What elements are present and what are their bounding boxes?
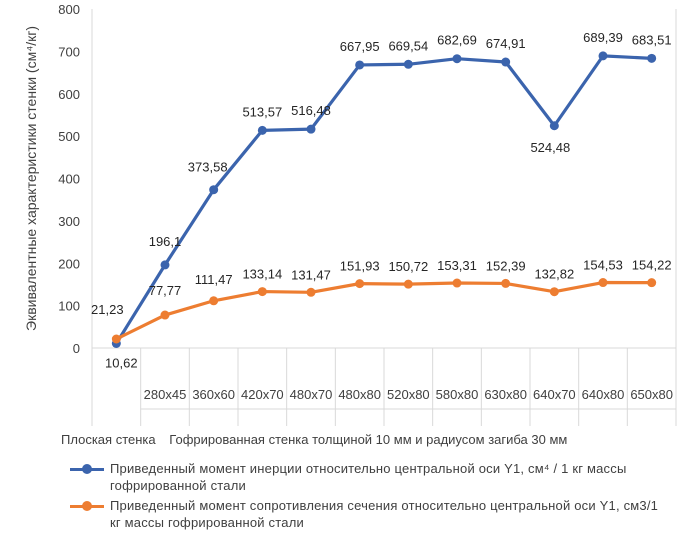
data-label-inertia: 683,51 [632,32,672,47]
x-tick-label: 650x80 [630,387,673,402]
data-point-section-modulus [209,296,219,306]
data-label-section-modulus: 21,23 [91,302,124,317]
series-line-inertia [114,54,652,345]
group-label-corrugated: Гофрированная стенка толщиной 10 мм и ра… [169,432,567,447]
legend: Приведенный момент инерции относительно … [70,460,670,534]
x-tick-label: 640x80 [582,387,625,402]
data-point-section-modulus [549,287,559,297]
data-point-section-modulus [501,278,511,288]
data-label-section-modulus: 77,77 [149,283,182,298]
data-point-section-modulus [160,310,170,320]
y-tick-label: 200 [58,256,80,271]
data-label-section-modulus: 150,72 [388,259,428,274]
legend-label-section-modulus: Приведенный момент сопротивления сечения… [110,498,659,530]
legend-item-section-modulus: Приведенный момент сопротивления сечения… [70,497,670,531]
x-tick-label: 630x80 [484,387,527,402]
y-tick-label: 400 [58,172,80,187]
data-label-inertia: 196,1 [149,234,182,249]
legend-marker-section-modulus [70,497,104,515]
x-tick-label: 480x70 [290,387,333,402]
data-point-section-modulus [598,278,608,288]
data-label-section-modulus: 111,47 [195,272,233,287]
data-label-inertia: 10,62 [105,355,138,370]
data-point-inertia [598,51,608,61]
data-point-inertia [501,57,511,67]
data-label-inertia: 689,39 [583,30,623,45]
data-point-inertia [209,185,219,195]
data-point-section-modulus [355,279,365,289]
x-tick-label: 420x70 [241,387,284,402]
x-tick-label: 520x80 [387,387,430,402]
data-point-section-modulus [111,334,121,344]
data-point-inertia [257,125,267,135]
legend-label-inertia: Приведенный момент инерции относительно … [110,461,627,493]
data-point-inertia [549,121,559,131]
data-point-section-modulus [306,287,316,297]
y-tick-label: 700 [58,44,80,59]
data-label-section-modulus: 131,47 [291,267,331,282]
data-point-inertia [160,260,170,270]
x-tick-label: 480x80 [338,387,381,402]
y-tick-label: 0 [73,341,80,356]
data-point-section-modulus [452,278,462,288]
data-point-section-modulus [257,287,267,297]
data-label-inertia: 674,91 [486,36,526,51]
data-point-section-modulus [647,278,657,288]
y-tick-label: 100 [58,299,80,314]
data-label-inertia: 667,95 [340,39,380,54]
data-label-section-modulus: 152,39 [486,258,526,273]
series-line-section-modulus [115,280,652,341]
legend-item-inertia: Приведенный момент инерции относительно … [70,460,670,494]
data-label-inertia: 373,58 [188,160,228,175]
y-tick-label: 300 [58,214,80,229]
x-tick-label: 280x45 [144,387,187,402]
y-tick-label: 800 [58,2,80,17]
data-label-section-modulus: 133,14 [242,267,282,282]
y-axis-title: Эквивалентные характеристики стенки (см⁴… [23,26,39,331]
data-label-inertia: 524,48 [530,140,570,155]
x-tick-label: 360x60 [192,387,235,402]
legend-dot-inertia [82,464,92,474]
data-label-section-modulus: 154,53 [583,258,623,273]
data-label-inertia: 669,54 [388,38,428,53]
x-tick-label: 580x80 [436,387,479,402]
legend-marker-inertia [70,460,104,478]
data-label-inertia: 513,57 [242,104,282,119]
data-point-inertia [647,53,657,63]
y-tick-label: 500 [58,129,80,144]
data-label-section-modulus: 153,31 [437,258,477,273]
data-point-inertia [403,59,413,69]
data-label-inertia: 516,48 [291,103,331,118]
data-label-section-modulus: 151,93 [340,259,380,274]
data-label-inertia: 682,69 [437,33,477,48]
data-point-inertia [452,54,462,64]
line-chart: 0 100 200 300 400 500 600 700 800 Эквивалентные х… [23,2,677,447]
data-label-section-modulus: 154,22 [632,258,672,273]
data-point-inertia [355,60,365,70]
x-tick-label: 640x70 [533,387,576,402]
legend-dot-section-modulus [82,501,92,511]
data-point-section-modulus [403,279,413,289]
y-tick-label: 600 [58,87,80,102]
data-label-section-modulus: 132,82 [534,267,574,282]
data-point-inertia [306,124,316,134]
group-label-flat: Плоская стенка [61,432,156,447]
